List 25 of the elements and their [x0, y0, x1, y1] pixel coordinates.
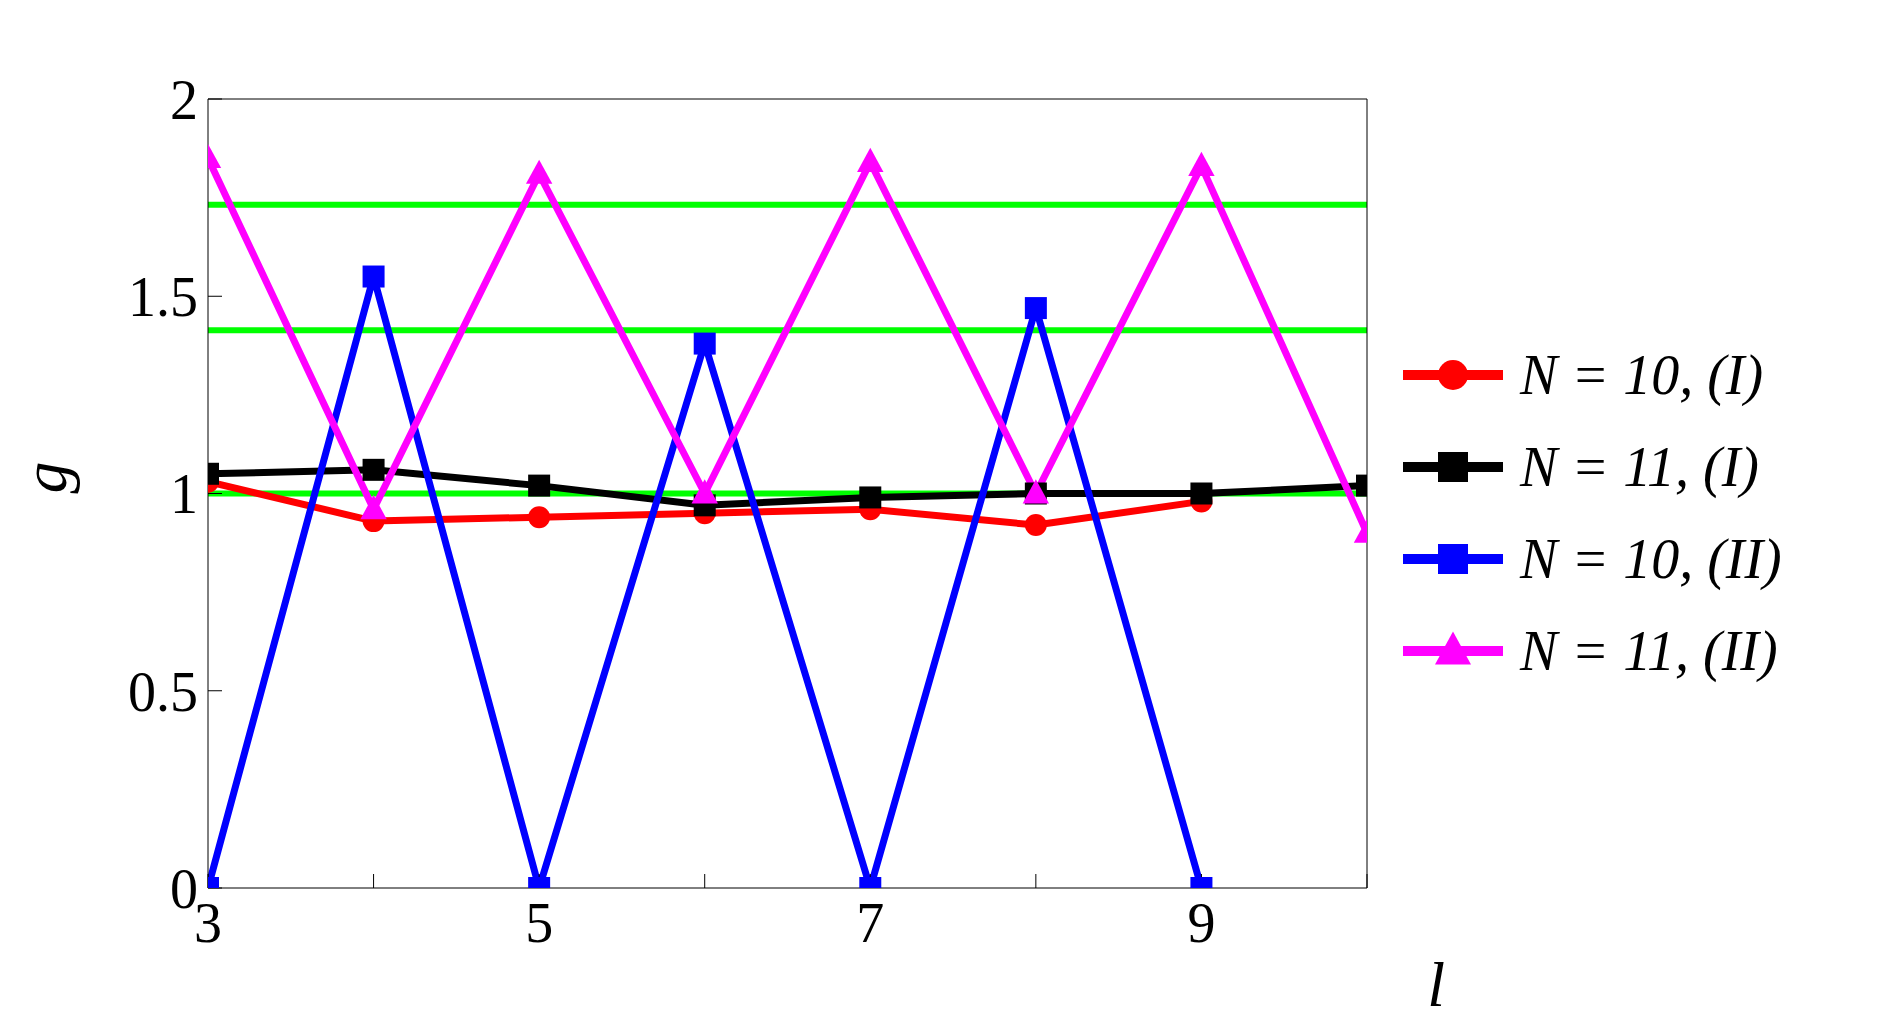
legend-label: N = 10, (II) — [1520, 527, 1782, 591]
point — [528, 474, 551, 497]
x-tick-label: 9 — [1187, 891, 1216, 954]
point — [1024, 514, 1047, 537]
y-tick-label: 0.5 — [128, 660, 198, 723]
legend-label: N = 11, (I) — [1520, 435, 1759, 499]
point — [693, 332, 716, 355]
point — [528, 506, 551, 529]
x-tick-label: 7 — [856, 891, 885, 954]
point — [360, 494, 387, 520]
y-tick-label: 0 — [170, 857, 198, 920]
legend-label: N = 11, (II) — [1520, 619, 1778, 683]
point — [362, 458, 385, 481]
point — [859, 486, 882, 509]
y-tick-label: 1.5 — [128, 266, 198, 329]
point — [1024, 297, 1047, 320]
point — [1190, 482, 1213, 505]
x-tick-label: 5 — [525, 891, 554, 954]
legend-label: N = 10, (I) — [1520, 343, 1764, 407]
point — [362, 265, 385, 288]
point — [691, 479, 718, 504]
y-tick-label: 2 — [170, 68, 198, 131]
y-axis-title: g — [8, 461, 80, 494]
y-tick-label: 1 — [170, 463, 198, 526]
x-axis-title: l — [1427, 949, 1445, 1020]
